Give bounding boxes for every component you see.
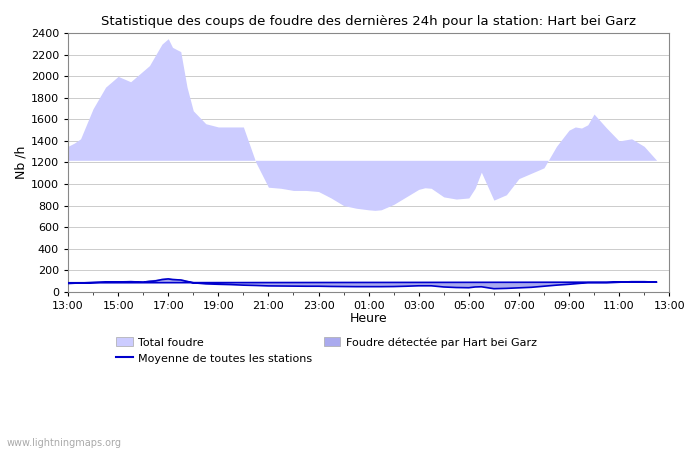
Text: www.lightningmaps.org: www.lightningmaps.org (7, 438, 122, 448)
Legend: Total foudre, Moyenne de toutes les stations, Foudre détectée par Hart bei Garz: Total foudre, Moyenne de toutes les stat… (116, 337, 537, 364)
Y-axis label: Nb /h: Nb /h (15, 146, 28, 179)
X-axis label: Heure: Heure (350, 312, 387, 325)
Title: Statistique des coups de foudre des dernières 24h pour la station: Hart bei Garz: Statistique des coups de foudre des dern… (101, 15, 636, 28)
